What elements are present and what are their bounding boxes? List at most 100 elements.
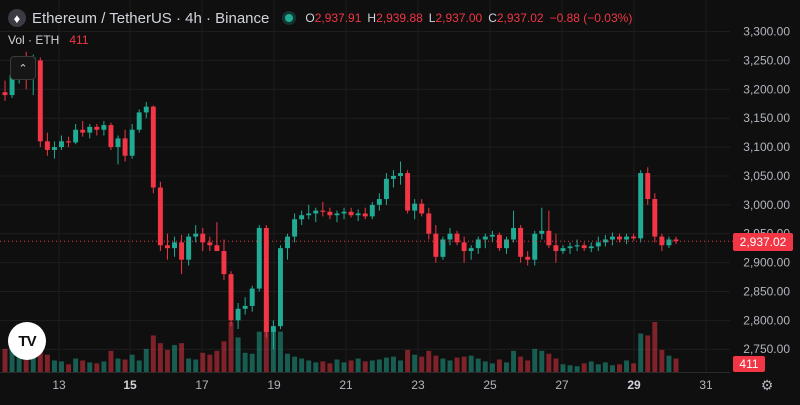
candle — [433, 225, 439, 263]
volume-bar — [249, 353, 255, 372]
volume-bar — [652, 322, 658, 372]
volume-bar — [666, 355, 672, 372]
candle — [440, 236, 446, 260]
candle — [256, 225, 262, 292]
volume-bar — [482, 361, 488, 372]
volume-bar — [37, 341, 43, 372]
candle — [334, 210, 340, 223]
grid — [0, 0, 730, 373]
volume-bar — [412, 354, 418, 372]
time-tick: 29 — [627, 378, 641, 392]
volume-bar — [539, 350, 545, 372]
candle — [574, 239, 580, 252]
chevron-up-icon[interactable]: ⌃ — [10, 56, 36, 80]
candle-body — [652, 199, 658, 237]
volume-bar — [595, 364, 601, 372]
candle — [666, 236, 672, 249]
candle-body — [270, 326, 276, 332]
candle-body — [44, 141, 50, 150]
candle — [468, 245, 474, 260]
volume-bar — [129, 354, 135, 372]
candle-body — [645, 173, 651, 200]
candle — [546, 210, 552, 249]
candle — [73, 123, 79, 145]
candle-body — [405, 173, 411, 211]
candle-body — [560, 248, 566, 252]
candle-body — [136, 112, 142, 130]
candle-body — [94, 126, 100, 130]
candle — [108, 122, 114, 150]
volume-bar — [172, 345, 177, 372]
candle — [66, 136, 72, 148]
candle — [581, 242, 587, 252]
volume-bar — [567, 365, 573, 372]
candle — [383, 173, 389, 205]
candle — [44, 132, 50, 156]
last-price-label: 2,937.02 — [740, 235, 787, 249]
candle — [454, 230, 460, 246]
candle-body — [624, 236, 630, 240]
volume-bar — [136, 360, 142, 372]
candle-body — [263, 227, 269, 332]
volume-bar — [391, 356, 396, 372]
volume-bar — [454, 357, 460, 372]
candle-body — [235, 308, 241, 321]
candle — [348, 207, 354, 218]
volume-bar — [504, 362, 509, 372]
candle — [214, 222, 220, 252]
candle — [560, 245, 566, 254]
time-tick: 19 — [267, 378, 281, 392]
tradingview-logo[interactable]: TV — [8, 322, 46, 360]
candle — [270, 320, 276, 350]
volume-bar — [285, 353, 290, 372]
candle — [624, 233, 630, 245]
volume-bar — [673, 358, 679, 372]
volume-bar — [164, 349, 170, 372]
volume-bar — [200, 352, 206, 372]
volume-bar — [101, 361, 107, 372]
candle — [518, 225, 524, 263]
candle — [59, 135, 64, 150]
candle-body — [143, 106, 149, 113]
candle-body — [518, 227, 524, 257]
market-status-icon[interactable] — [285, 14, 294, 22]
gear-icon[interactable]: ⚙ — [760, 377, 774, 393]
symbol-title[interactable]: Ethereum / TetherUS · 4h · Binance — [32, 9, 270, 27]
ethereum-logo-icon: ♦ — [8, 9, 26, 27]
candle — [313, 207, 319, 223]
candle — [172, 236, 177, 257]
candle-body — [9, 74, 15, 96]
volume-bar — [292, 356, 298, 372]
candle — [426, 207, 432, 240]
candle — [150, 105, 156, 194]
candle-body — [475, 239, 481, 249]
volume-bar — [327, 363, 333, 372]
candle-body — [567, 246, 573, 249]
price-axis: 3,300.00 3,250.00 3,200.00 3,150.00 3,10… — [743, 25, 790, 357]
volume-bar — [87, 362, 93, 372]
candle-body — [617, 236, 622, 240]
volume-bar — [193, 359, 199, 372]
volume-bar — [207, 354, 213, 372]
volume-bar — [560, 364, 566, 372]
volume-bar — [440, 358, 446, 372]
candle-body — [383, 178, 389, 200]
price-tick: 3,150.00 — [743, 111, 790, 125]
candle-body — [172, 242, 177, 249]
candle-body — [673, 239, 679, 242]
candle — [80, 121, 86, 137]
candle — [376, 193, 382, 211]
candle — [221, 239, 227, 280]
candle — [391, 170, 396, 188]
candle-body — [546, 230, 552, 246]
price-tick: 3,050.00 — [743, 169, 790, 183]
candle-body — [193, 233, 199, 237]
candle-body — [87, 126, 93, 133]
volume-bar — [362, 361, 368, 372]
candle-body — [249, 288, 255, 306]
volume-legend[interactable]: Vol · ETH 411 — [8, 33, 89, 47]
volume-bar — [369, 360, 375, 372]
time-tick: 31 — [699, 378, 713, 392]
